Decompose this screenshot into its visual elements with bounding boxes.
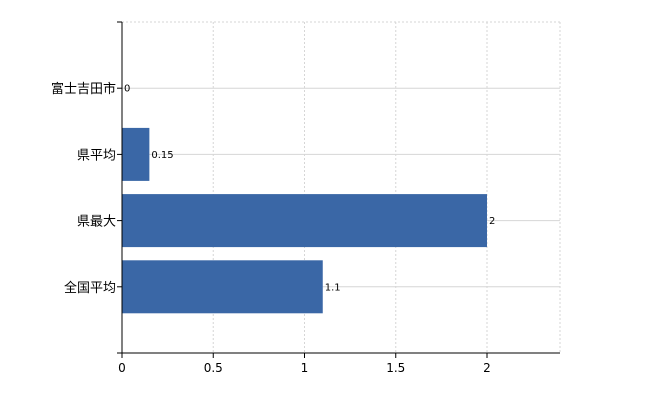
x-tick-label-4: 2 xyxy=(483,361,491,375)
x-tick-label-3: 1.5 xyxy=(386,361,405,375)
category-label-3: 全国平均 xyxy=(64,280,116,296)
bar-3 xyxy=(122,260,323,314)
bar-2 xyxy=(122,194,487,248)
category-label-0: 富士吉田市 xyxy=(51,81,116,97)
data-label-0: 0 xyxy=(124,84,130,95)
x-tick-label-0: 0 xyxy=(118,361,126,375)
x-tick-label-1: 0.5 xyxy=(204,361,223,375)
data-label-1: 0.15 xyxy=(151,150,173,161)
category-label-2: 県最大 xyxy=(77,215,116,230)
x-tick-label-2: 1 xyxy=(301,361,309,375)
data-label-3: 1.1 xyxy=(325,282,341,293)
category-label-1: 県平均 xyxy=(77,148,116,163)
data-label-2: 2 xyxy=(489,216,495,227)
bar-1 xyxy=(122,127,150,181)
